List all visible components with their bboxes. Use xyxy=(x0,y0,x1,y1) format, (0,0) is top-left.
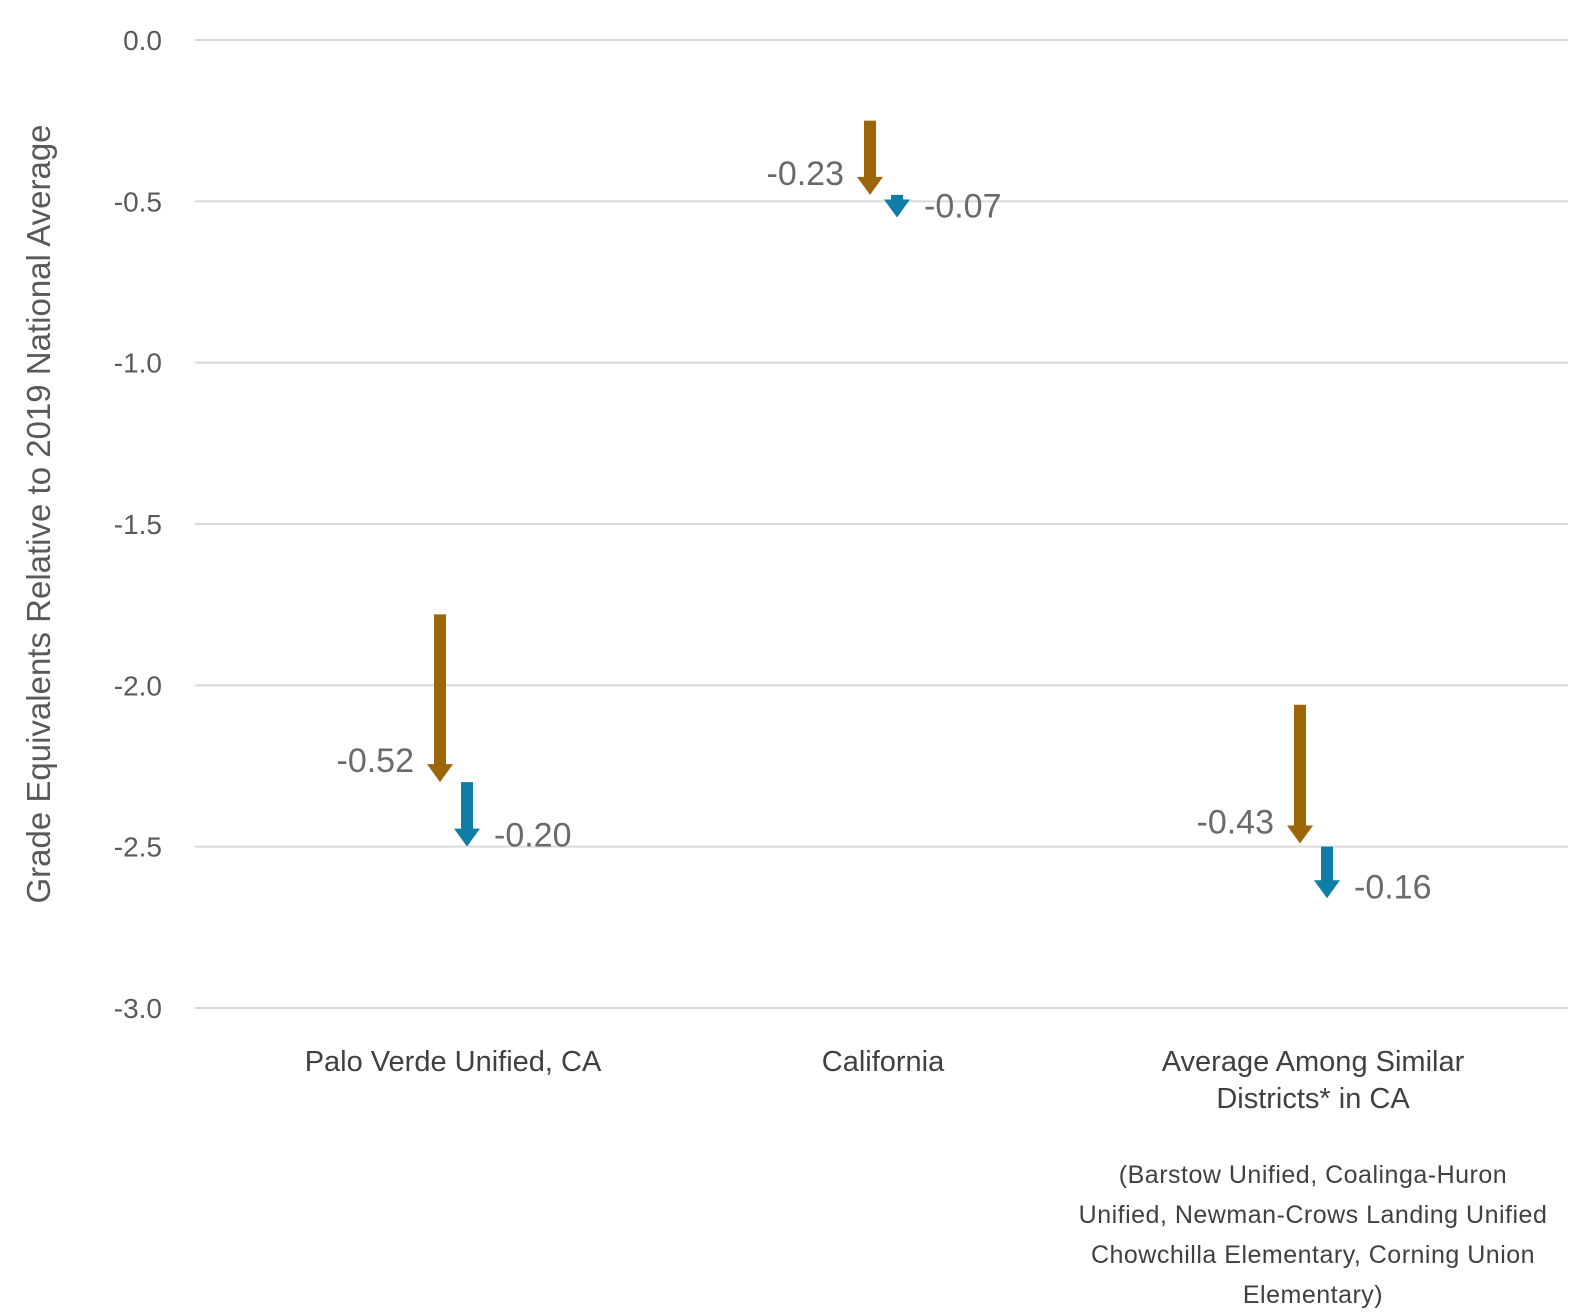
category-label: Average Among Similar xyxy=(1162,1046,1465,1078)
category-label: California xyxy=(822,1046,945,1078)
category-note: Elementary) xyxy=(1243,1281,1383,1309)
arrow-mark xyxy=(884,194,910,218)
arrow-mark xyxy=(1314,846,1340,899)
category-note: Unified, Newman-Crows Landing Unified xyxy=(1079,1201,1548,1229)
arrow-marks xyxy=(427,120,1340,899)
arrow-mark xyxy=(857,120,883,195)
category-note: (Barstow Unified, Coalinga-Huron xyxy=(1119,1161,1507,1189)
gridlines xyxy=(195,39,1568,1009)
value-label: -0.07 xyxy=(924,187,1002,225)
y-tick-label: -2.5 xyxy=(114,832,162,863)
arrow-mark xyxy=(427,614,453,783)
arrow-mark xyxy=(454,782,480,847)
category-labels: Palo Verde Unified, CA California Average … xyxy=(305,1046,1548,1309)
y-axis-title: Grade Equivalents Relative to 2019 Natio… xyxy=(20,124,57,903)
value-label: -0.20 xyxy=(494,817,572,855)
category-note: Chowchilla Elementary, Corning Union xyxy=(1091,1241,1535,1269)
category-label: Districts* in CA xyxy=(1216,1083,1410,1115)
y-tick-label: -1.0 xyxy=(114,348,162,379)
category-label: Palo Verde Unified, CA xyxy=(305,1046,602,1078)
y-tick-label: -0.5 xyxy=(114,186,162,217)
y-axis-ticks: 0.0 -0.5 -1.0 -1.5 -2.0 -2.5 -3.0 xyxy=(114,25,162,1024)
value-label: -0.16 xyxy=(1354,868,1432,906)
y-tick-label: 0.0 xyxy=(123,25,162,56)
value-label: -0.23 xyxy=(767,155,845,193)
arrow-mark xyxy=(1287,704,1313,844)
value-labels: -0.52 -0.23 -0.43 -0.20 -0.07 -0.16 xyxy=(337,155,1432,906)
value-label: -0.52 xyxy=(337,742,415,780)
y-tick-label: -3.0 xyxy=(114,993,162,1024)
y-tick-label: -1.5 xyxy=(114,509,162,540)
y-tick-label: -2.0 xyxy=(114,670,162,701)
value-label: -0.43 xyxy=(1197,803,1275,841)
